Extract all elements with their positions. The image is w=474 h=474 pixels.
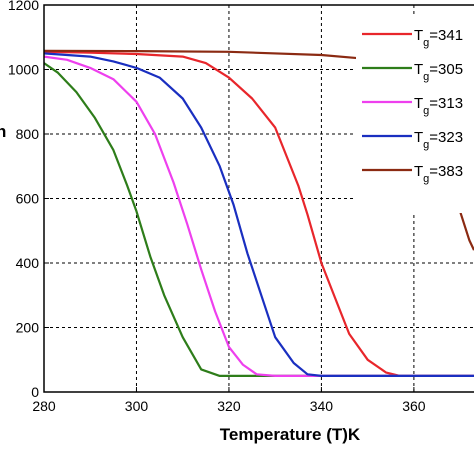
x-tick-label: 360 — [402, 398, 426, 414]
legend-entry-2: Tg=313 — [414, 95, 463, 117]
ticks: 280 300 320 340 360 0 200 400 600 800 1000 1200 — [8, 0, 426, 414]
y-tick-label: 0 — [31, 384, 39, 400]
x-tick-label: 320 — [217, 398, 241, 414]
y-axis-label: n — [0, 122, 6, 141]
y-tick-label: 600 — [16, 191, 40, 207]
series-line-2 — [43, 55, 474, 377]
x-tick-label: 280 — [32, 398, 56, 414]
x-tick-label: 340 — [310, 398, 334, 414]
legend-entry-3: Tg=323 — [414, 129, 463, 151]
legend-entry-4: Tg=383 — [414, 163, 463, 185]
y-tick-label: 800 — [16, 126, 40, 142]
legend-entry-1: Tg=305 — [414, 61, 463, 83]
y-tick-label: 1000 — [8, 62, 39, 78]
y-tick-label: 400 — [16, 255, 40, 271]
legend-box — [356, 17, 474, 213]
y-tick-label: 1200 — [8, 0, 39, 13]
series-line-1 — [43, 62, 474, 377]
x-tick-label: 300 — [125, 398, 149, 414]
series-line-0 — [43, 50, 474, 377]
y-tick-label: 200 — [16, 320, 40, 336]
legend-entry-0: Tg=341 — [414, 27, 463, 49]
legend: Tg=341 Tg=305 Tg=313 Tg=323 Tg=383 — [356, 17, 474, 213]
x-axis-label: Temperature (T)K — [220, 425, 361, 444]
series-line-3 — [43, 52, 474, 377]
